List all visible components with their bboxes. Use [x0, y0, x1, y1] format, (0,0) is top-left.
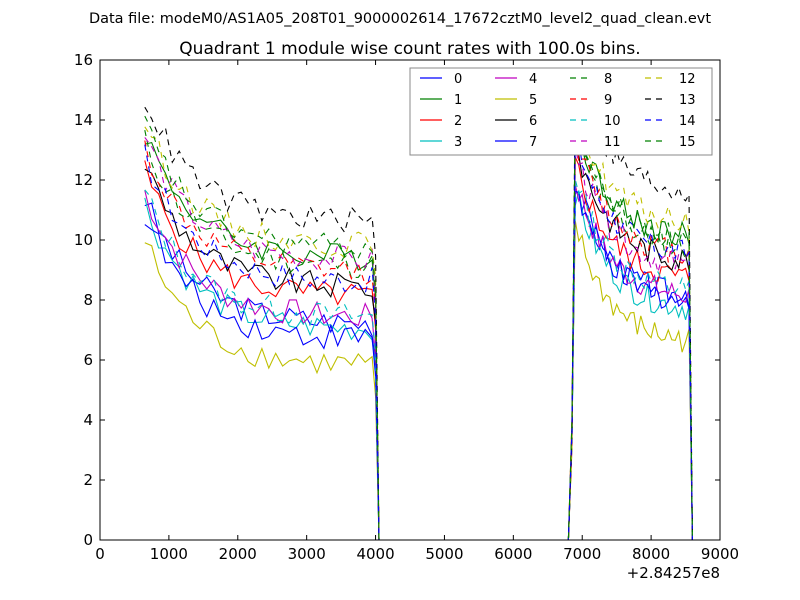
series-line-3 — [144, 190, 694, 540]
legend-label-5: 5 — [529, 93, 537, 108]
legend-label-4: 4 — [529, 72, 537, 87]
series-line-5 — [144, 220, 694, 540]
y-tick-label: 14 — [74, 111, 93, 129]
legend-label-6: 6 — [529, 114, 537, 129]
legend-label-15: 15 — [679, 135, 696, 150]
series-group — [144, 79, 694, 540]
legend-label-0: 0 — [454, 72, 462, 87]
x-axis: 0 1000 2000 3000 4000 5000 6000 7000 8000 9000 — [95, 60, 739, 563]
series-line-0 — [144, 192, 694, 540]
y-tick-label: 8 — [83, 291, 93, 309]
y-tick-label: 16 — [74, 51, 93, 69]
x-tick-label: 8000 — [632, 545, 670, 563]
series-line-15 — [144, 111, 694, 540]
legend-label-9: 9 — [604, 93, 612, 108]
series-line-8 — [144, 126, 694, 540]
legend-label-2: 2 — [454, 114, 462, 129]
y-tick-label: 10 — [74, 231, 93, 249]
series-line-2 — [144, 156, 694, 540]
legend-label-11: 11 — [604, 135, 621, 150]
x-tick-label: 4000 — [356, 545, 394, 563]
x-tick-label: 9000 — [701, 545, 739, 563]
y-tick-label: 6 — [83, 351, 93, 369]
series-line-4 — [144, 184, 694, 540]
series-line-11 — [144, 137, 694, 540]
chart-title: Quadrant 1 module wise count rates with … — [179, 39, 640, 59]
legend-label-10: 10 — [604, 114, 621, 129]
y-tick-label: 4 — [83, 411, 93, 429]
series-line-12 — [144, 95, 694, 540]
legend-label-13: 13 — [679, 93, 696, 108]
series-line-1 — [144, 122, 694, 540]
series-line-10 — [144, 179, 694, 540]
x-tick-label: 0 — [95, 545, 105, 563]
x-tick-label: 1000 — [150, 545, 188, 563]
series-line-6 — [144, 130, 694, 540]
y-tick-label: 0 — [83, 531, 93, 549]
x-tick-label: 6000 — [494, 545, 532, 563]
legend-label-3: 3 — [454, 135, 462, 150]
legend-label-8: 8 — [604, 72, 612, 87]
y-tick-label: 2 — [83, 471, 93, 489]
series-line-7 — [144, 190, 694, 540]
x-offset-label: +2.84257e8 — [627, 564, 720, 582]
series-line-9 — [144, 125, 694, 540]
chart-suptitle: Data file: modeM0/AS1A05_208T01_90000026… — [89, 11, 711, 27]
x-tick-label: 3000 — [288, 545, 326, 563]
legend-label-7: 7 — [529, 135, 537, 150]
x-tick-label: 2000 — [219, 545, 257, 563]
y-tick-label: 12 — [74, 171, 93, 189]
series-line-14 — [144, 134, 694, 540]
x-tick-label: 5000 — [425, 545, 463, 563]
legend-label-14: 14 — [679, 114, 696, 129]
legend-label-12: 12 — [679, 72, 696, 87]
x-tick-label: 7000 — [563, 545, 601, 563]
legend-label-1: 1 — [454, 93, 462, 108]
